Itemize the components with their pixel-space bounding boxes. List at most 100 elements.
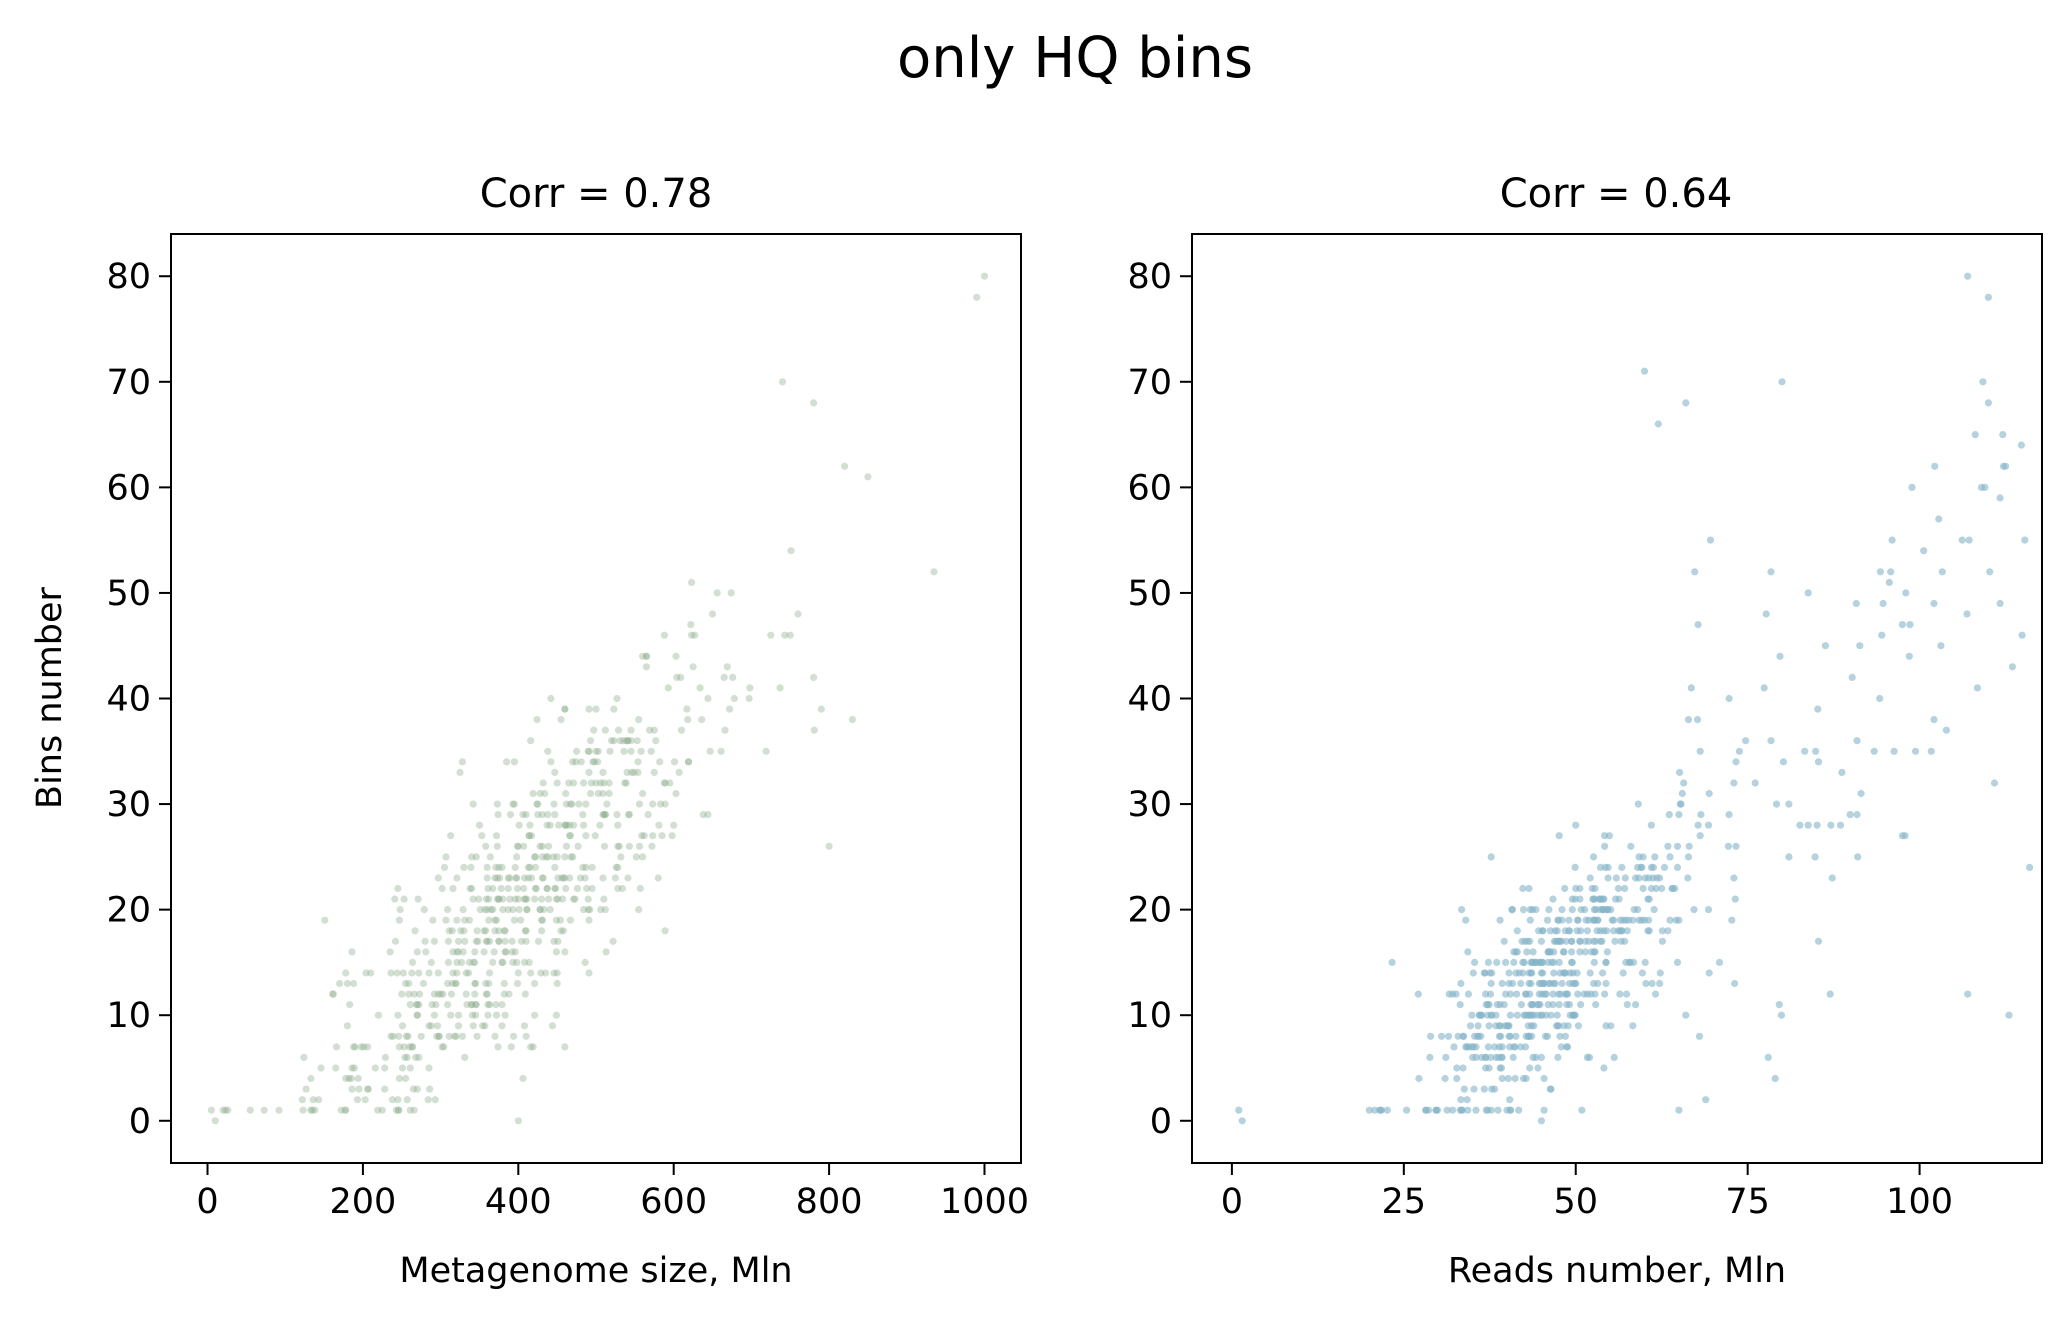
left-chart-point [453,948,461,956]
left-chart-point [337,1106,345,1114]
left-chart-point [468,1001,476,1009]
right-chart-point [1493,958,1501,967]
right-chart-point [1545,906,1553,914]
left-chart-point [566,800,575,808]
left-chart-point [434,874,442,882]
left-chart-point [841,462,849,470]
right-chart-point [1665,811,1673,819]
left-chart-point [594,747,602,755]
left-chart-point [495,937,503,945]
left-chart-point [726,705,734,713]
left-chart-point [588,863,596,872]
right-chart-point [1563,1043,1572,1051]
left-chart-point [415,1053,423,1061]
left-chart-point [531,895,539,903]
right-chart-point [1654,420,1662,428]
right-chart-point [1365,1106,1373,1114]
left-chart-point [246,1106,254,1114]
left-chart-point [484,884,492,893]
right-chart-point [1706,536,1715,544]
left-chart-point [513,842,522,850]
left-chart-point [616,737,624,745]
left-chart-point [606,747,614,755]
left-chart-point [675,768,683,777]
right-chart-point [1441,1074,1449,1083]
left-chart-point [625,842,634,850]
right-chart-point [1235,1106,1243,1114]
left-chart-point [527,832,536,840]
right-chart-point [1462,916,1470,924]
left-chart-point [585,969,593,977]
left-chart-point [517,937,526,945]
right-chart-point [1908,483,1916,491]
right-chart-point [1694,621,1702,629]
right-chart-point [1853,737,1861,745]
left-chart-point [543,884,551,893]
right-chart-point [1519,969,1527,977]
left-chart-point [515,821,523,829]
left-chart-point [501,1011,509,1019]
right-chart-point [1565,916,1573,924]
left-chart-point [584,906,592,914]
right-chart-point [1561,1032,1569,1040]
left-chart-point [350,1043,358,1051]
right-chart-point [1930,599,1938,608]
left-chart-point [624,737,632,745]
right-chart-point [1931,462,1939,470]
right-chart-point [1549,1001,1557,1009]
left-chart-point [355,1085,363,1093]
left-chart-point [367,969,375,977]
left-chart-point [609,937,617,945]
left-chart-point [454,1011,463,1019]
left-chart-point [781,631,789,639]
left-chart-point [506,811,515,819]
left-chart-point [425,1022,433,1030]
left-chart-point [342,1106,350,1114]
right-chart-point [1528,906,1536,914]
right-chart-point [1414,990,1422,998]
left-chart-point [546,821,554,829]
right-chart-point [1621,884,1629,893]
left-chart-point [523,906,531,914]
right-chart-point [1986,568,1994,576]
left-chart-point [620,747,628,755]
left-chart-point [307,1074,315,1083]
right-chart-point [1664,842,1672,850]
left-chart-point [618,884,627,893]
left-chart-point [559,895,567,903]
left-chart-point [440,863,449,872]
left-chart-point [361,1096,369,1104]
right-chart-point [1529,1053,1537,1061]
left-chart-point [547,694,555,703]
left-chart-point [525,958,533,967]
right-chart-point [1619,969,1627,977]
right-chart-point [1846,811,1854,819]
left-chart-point [394,884,402,893]
left-chart-point [315,1096,323,1104]
left-chart-point [400,1043,408,1051]
right-chart-point [1870,747,1878,755]
left-chart-point [437,990,445,998]
right-chart-point [1622,916,1630,924]
right-chart-point [1539,969,1547,977]
right-chart-point [1474,1022,1482,1030]
right-chart-point [1472,1106,1480,1114]
left-chart-point [727,589,735,597]
left-chart-point [469,958,477,967]
left-chart-point [482,842,490,850]
left-chart-point [474,937,482,945]
left-chart-point [347,1074,355,1083]
left-chart-point [224,1106,232,1114]
left-chart-point [543,821,551,829]
right-chart-point [1604,874,1612,882]
left-chart-x-tick-label: 600 [640,1182,707,1222]
left-chart: Corr = 0.78 0 200 400 600 800 1000 0 10 20 30 40 5… [30,171,1029,1291]
right-chart-point [1996,494,2004,502]
left-chart-point [602,948,610,956]
left-chart-point [492,863,500,872]
right-chart-point [1506,990,1514,998]
left-chart-point [484,1001,492,1009]
left-chart-point [559,874,568,882]
left-chart-point [506,874,514,882]
left-chart-point [500,990,508,998]
